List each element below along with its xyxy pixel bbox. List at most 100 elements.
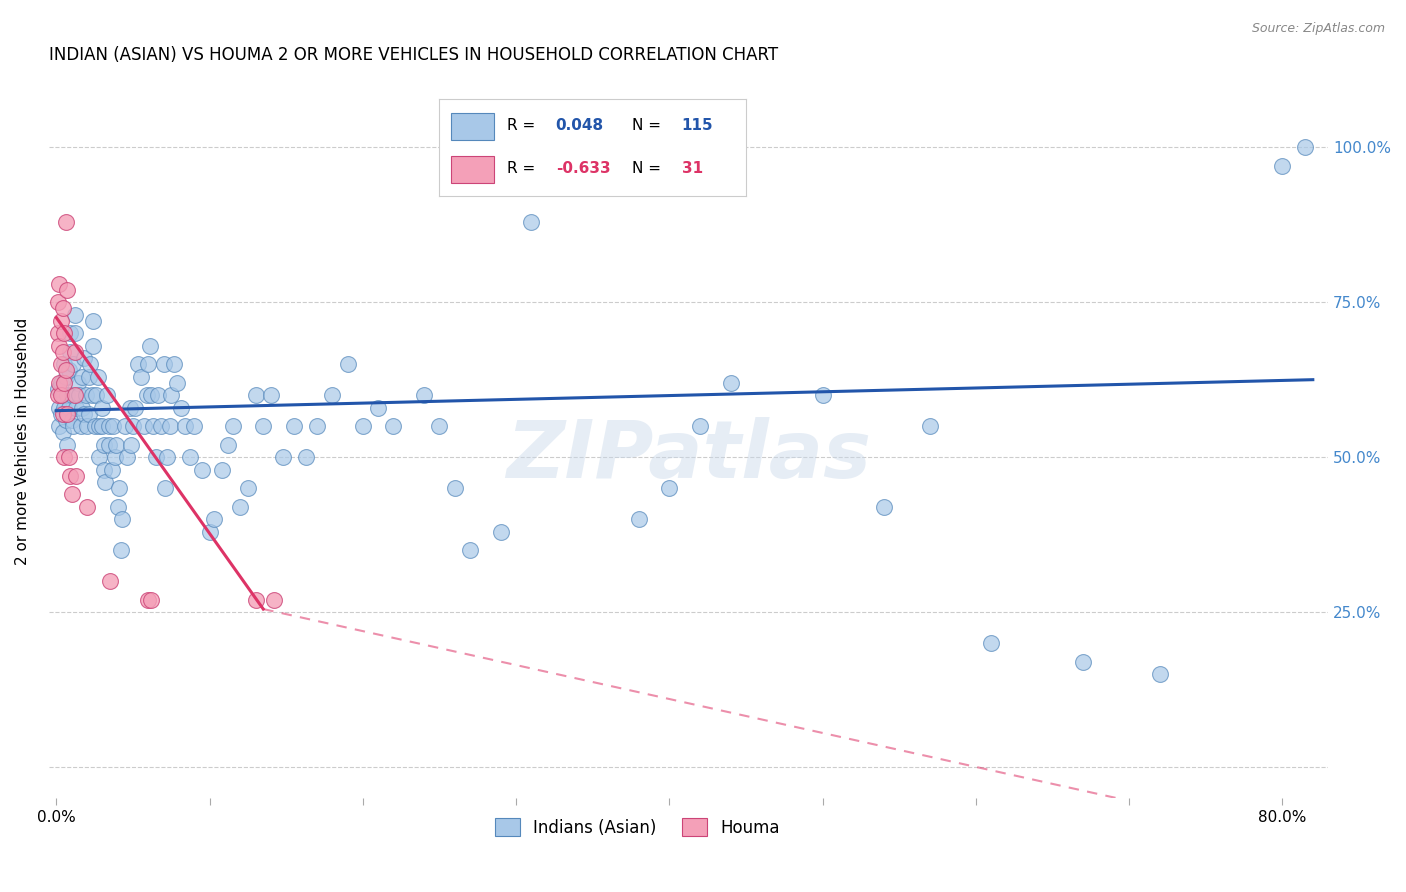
Point (58, 363, 80, 377)
Point (152, 357, 174, 371)
Point (202, 512, 225, 526)
Point (62, 419, 84, 434)
Point (59, 344, 82, 359)
Point (60, 413, 83, 427)
Point (658, 481, 681, 495)
Point (84, 388, 107, 402)
Point (811, 388, 834, 402)
Point (918, 419, 941, 434)
Point (53, 450, 76, 465)
Point (263, 592, 285, 607)
Point (93, 438, 115, 452)
Point (66, 376, 89, 390)
Point (1149, 667, 1171, 681)
Point (49, 314, 72, 328)
Point (63, 344, 86, 359)
Point (104, 450, 127, 465)
Point (429, 419, 451, 434)
Point (336, 357, 359, 371)
Point (160, 388, 183, 402)
Point (63, 326, 86, 341)
Point (115, 450, 138, 465)
Point (489, 524, 512, 539)
Point (169, 401, 191, 415)
Point (520, 214, 543, 228)
Point (141, 592, 163, 607)
Point (79, 357, 101, 371)
Point (73, 351, 96, 365)
Point (413, 388, 436, 402)
Point (51, 388, 73, 402)
Point (60, 487, 83, 501)
Point (76, 500, 98, 514)
Point (183, 419, 205, 434)
Point (89, 419, 111, 434)
Point (198, 524, 221, 539)
Point (283, 419, 305, 434)
Point (252, 419, 274, 434)
Point (295, 450, 318, 465)
Point (58, 450, 80, 465)
Point (149, 419, 172, 434)
Point (56, 283, 79, 297)
Point (191, 462, 214, 476)
Point (111, 512, 134, 526)
Point (70, 419, 93, 434)
Point (1294, 140, 1316, 154)
Point (139, 338, 162, 352)
Point (48, 401, 70, 415)
Point (46, 382, 69, 396)
Point (46, 295, 69, 310)
Point (159, 419, 181, 434)
Point (135, 388, 157, 402)
Point (305, 419, 328, 434)
Point (121, 438, 143, 452)
Point (101, 419, 124, 434)
Point (873, 500, 896, 514)
Point (118, 401, 141, 415)
Point (77, 369, 100, 384)
Point (51, 425, 73, 440)
Point (221, 419, 243, 434)
Point (245, 592, 267, 607)
Point (245, 388, 267, 402)
Point (55, 214, 77, 228)
Point (72, 369, 94, 384)
Point (163, 357, 186, 371)
Point (56, 438, 79, 452)
Point (146, 388, 169, 402)
Point (100, 462, 122, 476)
Point (166, 376, 188, 390)
Point (53, 326, 76, 341)
Point (153, 481, 176, 495)
Point (63, 388, 86, 402)
Point (107, 500, 129, 514)
Point (105, 438, 128, 452)
Point (138, 592, 160, 607)
Point (49, 407, 72, 421)
Point (82, 338, 104, 352)
Point (60, 388, 83, 402)
Point (689, 419, 711, 434)
Legend: Indians (Asian), Houma: Indians (Asian), Houma (488, 812, 786, 843)
Point (56, 388, 79, 402)
Point (129, 369, 152, 384)
Point (53, 401, 76, 415)
Point (97, 419, 120, 434)
Point (91, 419, 114, 434)
Point (80, 388, 103, 402)
Point (382, 419, 405, 434)
Point (48, 376, 70, 390)
Point (49, 357, 72, 371)
Point (59, 326, 82, 341)
Point (321, 388, 343, 402)
Point (51, 301, 73, 316)
Point (56, 407, 79, 421)
Point (93, 462, 115, 476)
Point (77, 407, 100, 421)
Point (96, 388, 118, 402)
Point (55, 413, 77, 427)
Point (87, 369, 110, 384)
Point (48, 277, 70, 291)
Point (72, 401, 94, 415)
